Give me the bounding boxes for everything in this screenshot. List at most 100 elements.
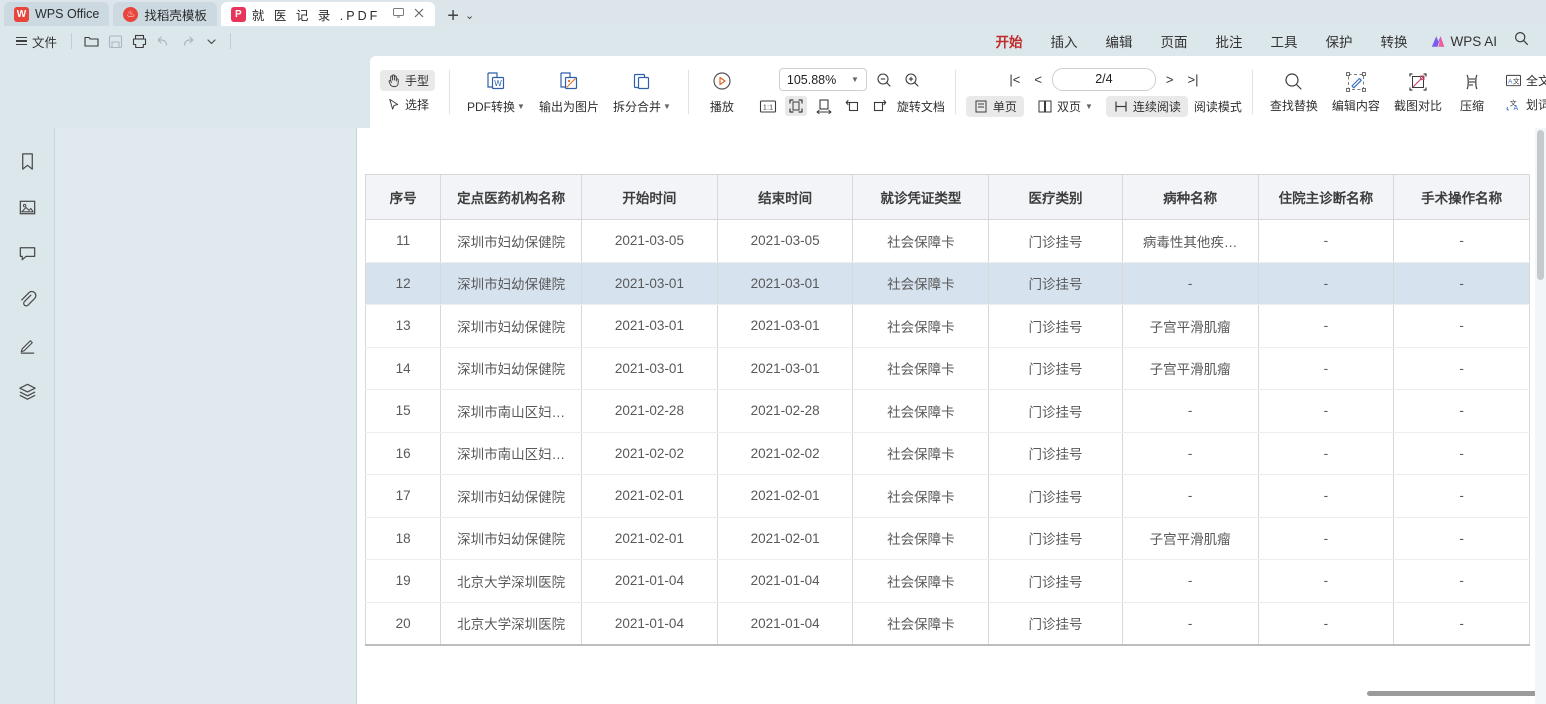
page-indicator-input[interactable]: 2/4 xyxy=(1051,67,1156,91)
layers-icon[interactable] xyxy=(14,378,40,404)
col-header-end-time: 结束时间 xyxy=(716,174,854,220)
continuous-read-button[interactable]: 连续阅读 xyxy=(1105,95,1188,117)
screenshot-compare-button[interactable]: 截图对比 xyxy=(1387,68,1449,116)
menu-tab-page[interactable]: 页面 xyxy=(1160,35,1188,50)
select-tool-button[interactable]: 选择 xyxy=(380,94,435,115)
open-folder-icon[interactable] xyxy=(80,31,102,51)
cell-credential: 社会保障卡 xyxy=(852,389,990,433)
svg-text:文: 文 xyxy=(1510,98,1517,107)
full-translate-button[interactable]: A文 全文翻译 xyxy=(1499,70,1546,91)
table-row[interactable]: 11 深圳市妇幼保健院 2021-03-05 2021-03-05 社会保障卡 门诊挂号 病… xyxy=(364,219,1530,263)
tab-wps-office[interactable]: W WPS Office xyxy=(4,2,110,26)
redo-icon[interactable] xyxy=(176,31,198,51)
last-page-icon[interactable]: >| xyxy=(1187,71,1199,87)
search-icon[interactable] xyxy=(1507,30,1546,52)
tab-overflow-chevron-icon[interactable]: ⌄ xyxy=(464,10,475,22)
fit-page-button[interactable] xyxy=(784,96,807,116)
ribbon-bar: 手型 选择 W PDF转 xyxy=(370,56,1546,128)
find-replace-button[interactable]: 查找替换 xyxy=(1263,68,1325,116)
table-row[interactable]: 20 北京大学深圳医院 2021-01-04 2021-01-04 社会保障卡 门诊挂号 -… xyxy=(364,602,1530,646)
chevron-down-icon[interactable]: ▼ xyxy=(1084,101,1093,111)
table-row[interactable]: 16 深圳市南山区妇… 2021-02-02 2021-02-02 社会保障卡 门诊挂号 -… xyxy=(364,432,1530,475)
table-row[interactable]: 12 深圳市妇幼保健院 2021-03-01 2021-03-01 社会保障卡 门诊挂号 -… xyxy=(364,262,1530,305)
cell-text: 社会保障卡 xyxy=(887,574,955,590)
chevron-down-icon[interactable]: ▼ xyxy=(517,102,525,111)
next-page-icon[interactable]: > xyxy=(1165,71,1174,87)
menu-tab-convert[interactable]: 转换 xyxy=(1380,35,1408,50)
read-mode-label[interactable]: 阅读模式 xyxy=(1193,99,1242,114)
zoom-in-icon[interactable] xyxy=(901,70,923,90)
bookmark-icon[interactable] xyxy=(14,148,40,174)
cell-institution: 深圳市妇幼保健院 xyxy=(440,474,583,518)
rotate-left-button[interactable] xyxy=(841,96,863,116)
menu-tab-start[interactable]: 开始 xyxy=(981,28,1036,54)
thumbnail-image-icon[interactable] xyxy=(14,194,40,220)
cell-medical-category: 门诊挂号 xyxy=(988,347,1123,390)
signature-pen-icon[interactable] xyxy=(14,332,40,358)
compress-button[interactable]: 压缩 xyxy=(1449,68,1495,116)
table-row[interactable]: 19 北京大学深圳医院 2021-01-04 2021-01-04 社会保障卡 门诊挂号 -… xyxy=(364,559,1530,603)
menu-tab-protect[interactable]: 保护 xyxy=(1325,35,1353,50)
prev-page-icon[interactable]: < xyxy=(1034,71,1042,87)
menu-tab-insert[interactable]: 插入 xyxy=(1050,35,1078,50)
new-window-icon[interactable] xyxy=(392,6,405,22)
cell-text: 社会保障卡 xyxy=(887,362,955,378)
cell-text: - xyxy=(1187,403,1193,419)
chevron-down-icon[interactable] xyxy=(200,31,222,51)
double-page-button[interactable]: 双页 ▼ xyxy=(1030,96,1100,117)
navigation-panel[interactable] xyxy=(55,128,357,704)
page-horizontal-scrollbar[interactable] xyxy=(1367,691,1546,696)
table-row[interactable]: 17 深圳市妇幼保健院 2021-02-01 2021-02-01 社会保障卡 门诊挂号 -… xyxy=(364,474,1530,518)
chevron-down-icon[interactable]: ▼ xyxy=(850,75,859,84)
cell-start-time: 2021-03-01 xyxy=(581,347,718,390)
pdf-convert-icon: W xyxy=(487,72,505,90)
zoom-level-select[interactable]: 105.88% ▼ xyxy=(778,68,867,91)
cell-text: - xyxy=(1459,233,1464,249)
table-row[interactable]: 18 深圳市妇幼保健院 2021-02-01 2021-02-01 社会保障卡 门诊挂号 子… xyxy=(364,517,1530,560)
table-row[interactable]: 15 深圳市南山区妇… 2021-02-28 2021-02-28 社会保障卡 门诊挂号 -… xyxy=(364,389,1530,433)
undo-icon[interactable] xyxy=(152,31,174,51)
cell-text: 2021-02-01 xyxy=(750,488,820,504)
table-row[interactable]: 14 深圳市妇幼保健院 2021-03-01 2021-03-01 社会保障卡 门诊挂号 子… xyxy=(364,347,1530,390)
tab-template-store[interactable]: ♨ 找稻壳模板 xyxy=(113,2,217,26)
first-page-icon[interactable]: |< xyxy=(1009,71,1021,87)
export-image-button[interactable]: 输出为图片 xyxy=(532,67,606,117)
zoom-out-icon[interactable] xyxy=(873,70,895,90)
attachment-icon[interactable] xyxy=(14,286,40,312)
fit-width-button[interactable] xyxy=(813,96,835,116)
wps-ai-button[interactable]: WPS AI xyxy=(1421,31,1507,52)
edit-content-button[interactable]: 编辑内容 xyxy=(1325,68,1387,116)
cell-text: - xyxy=(1187,615,1193,631)
save-icon[interactable] xyxy=(104,31,126,51)
close-icon[interactable] xyxy=(413,7,425,22)
document-vertical-scrollbar[interactable] xyxy=(1535,128,1546,704)
play-button[interactable]: 播放 xyxy=(699,67,745,117)
rotate-right-button[interactable] xyxy=(869,96,891,116)
table-row[interactable]: 13 深圳市妇幼保健院 2021-03-01 2021-03-01 社会保障卡 门诊挂号 子… xyxy=(364,304,1530,348)
menu-tab-annotate[interactable]: 批注 xyxy=(1215,35,1243,50)
new-tab-button[interactable]: + xyxy=(447,4,459,27)
cell-institution: 深圳市妇幼保健院 xyxy=(440,262,583,305)
cell-index: 17 xyxy=(364,474,442,518)
comment-icon[interactable] xyxy=(14,240,40,266)
rotate-document-label[interactable]: 旋转文档 xyxy=(896,99,945,114)
file-menu-button[interactable]: 文件 xyxy=(10,30,63,53)
cell-text: - xyxy=(1323,275,1329,291)
single-page-button[interactable]: 单页 xyxy=(965,95,1024,117)
svg-text:A: A xyxy=(1508,78,1513,85)
actual-size-button[interactable]: 1:1 xyxy=(757,96,779,116)
print-icon[interactable] xyxy=(128,31,150,51)
menu-tab-edit[interactable]: 编辑 xyxy=(1105,35,1133,50)
ribbon-left-spacer xyxy=(0,56,360,128)
medical-records-table: 序号 定点医药机构名称 开始时间 结束时间 就诊凭证类型 医疗类别 病种名称 住… xyxy=(364,174,1530,646)
menu-tab-tools[interactable]: 工具 xyxy=(1270,35,1298,50)
col-header-index: 序号 xyxy=(364,174,442,220)
split-merge-button[interactable]: 拆分合并 ▼ xyxy=(606,67,678,117)
scrollbar-thumb[interactable] xyxy=(1537,130,1544,280)
pdf-convert-button[interactable]: W PDF转换 ▼ xyxy=(460,67,532,117)
chevron-down-icon[interactable]: ▼ xyxy=(662,102,671,111)
word-translate-button[interactable]: 文A 划词翻译 ▼ xyxy=(1499,94,1546,115)
tab-pdf-document[interactable]: P 就 医 记 录 .PDF xyxy=(220,2,436,26)
document-viewer[interactable]: 序号 定点医药机构名称 开始时间 结束时间 就诊凭证类型 医疗类别 病种名称 住… xyxy=(357,128,1546,704)
hand-tool-button[interactable]: 手型 xyxy=(380,69,436,91)
